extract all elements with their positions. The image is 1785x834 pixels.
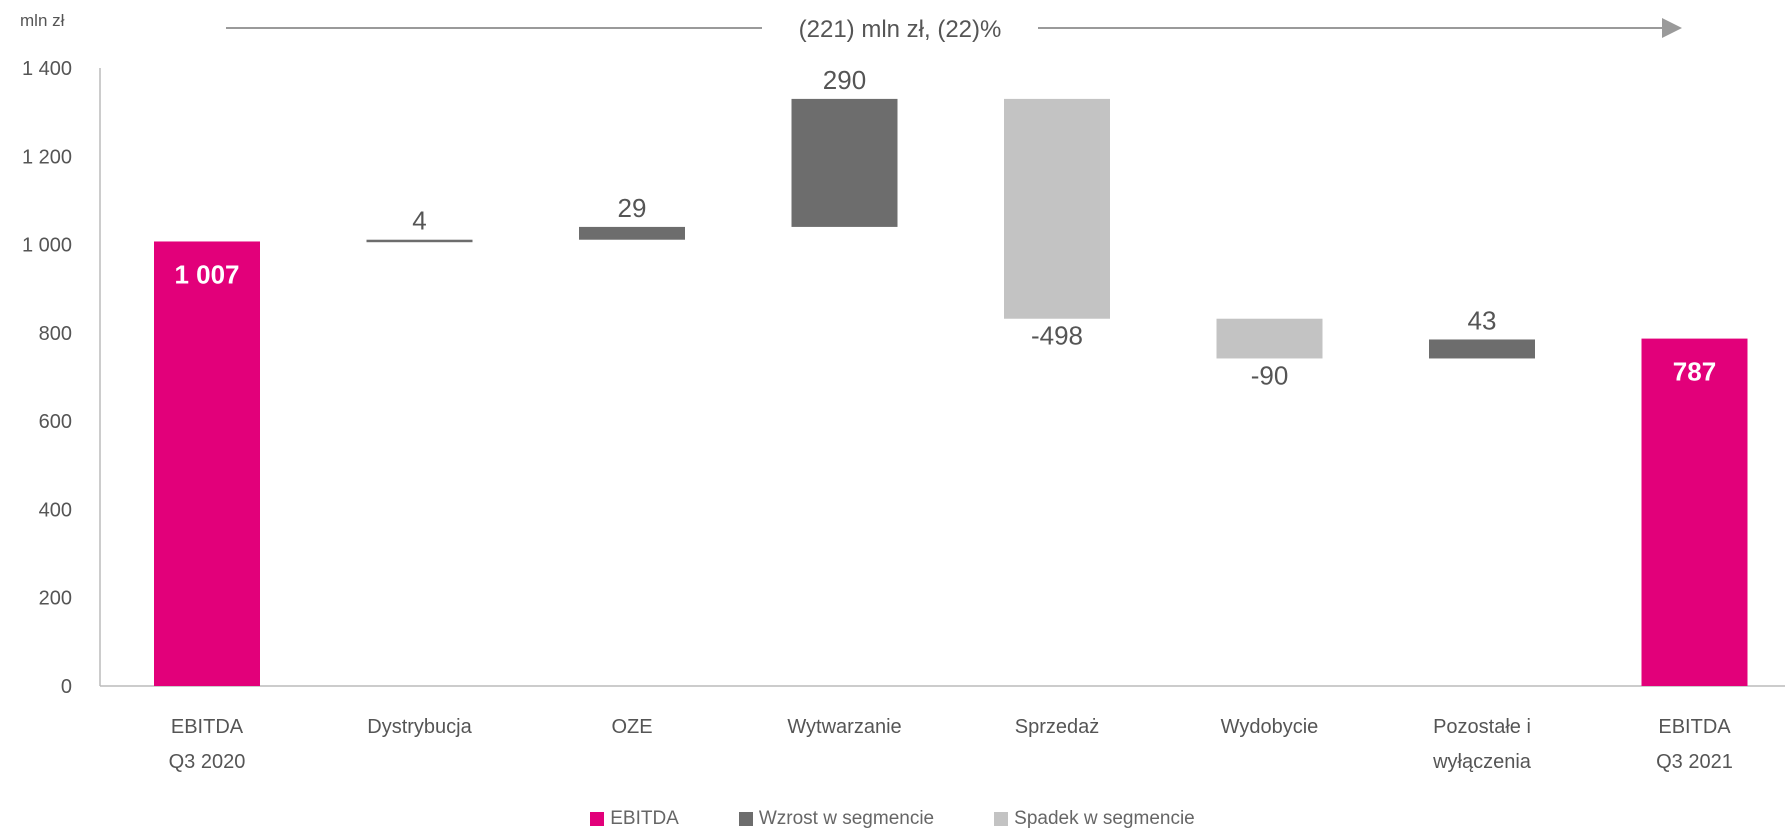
bar-increase [366,239,473,243]
y-tick-label: 600 [39,411,72,433]
category-label: EBITDA [1658,716,1731,738]
y-tick-label: 1 000 [22,235,72,257]
legend-label-decrease: Spadek w segmencie [1014,808,1195,829]
bar-decrease [1004,98,1110,319]
data-label-increase: 4 [412,206,426,236]
legend-swatch-decrease [994,812,1009,826]
category-label: Wydobycie [1221,716,1319,738]
legend-swatch-ebitda [590,812,605,826]
legend-item-decrease: Spadek w segmencie [994,808,1195,830]
category-label: Dystrybucja [367,716,472,738]
bar-increase [579,226,685,240]
bar-total [154,241,260,686]
bar-increase [791,98,898,227]
data-label-total: 1 007 [174,259,239,289]
legend-label-increase: Wzrost w segmencie [758,808,935,829]
legend: EBITDA Wzrost w segmencie Spadek w segme… [0,808,1785,830]
category-label-line2: Q3 2020 [169,751,246,773]
data-label-decrease: -498 [1031,321,1083,351]
y-tick-label: 800 [39,323,72,345]
data-label-increase: 29 [618,193,647,223]
legend-swatch-increase [738,812,753,826]
category-label: Wytwarzanie [787,716,901,738]
y-tick-label: 400 [39,499,72,521]
category-label: Sprzedaż [1015,716,1100,738]
data-label-increase: 43 [1468,305,1497,335]
y-tick-label: 1 200 [22,146,72,168]
data-label-decrease: -90 [1251,360,1289,390]
legend-label-ebitda: EBITDA [610,808,679,829]
category-label: OZE [611,716,652,738]
annotation-text: (221) mln zł, (22)% [799,16,1002,43]
data-label-increase: 290 [823,65,866,95]
legend-item-increase: Wzrost w segmencie [738,808,935,830]
y-unit-label: mln zł [20,11,65,30]
bar-increase [1429,339,1535,359]
y-tick-label: 200 [39,588,72,610]
category-label: Pozostałe i [1433,716,1531,738]
data-label-total: 787 [1673,357,1716,387]
category-label-line2: Q3 2021 [1656,751,1733,773]
bar-total [1641,338,1748,686]
y-tick-label: 1 400 [22,58,72,80]
y-tick-label: 0 [61,676,72,698]
legend-item-ebitda: EBITDA [590,808,679,830]
bar-decrease [1216,318,1323,359]
category-label-line2: wyłączenia [1432,751,1532,773]
category-label: EBITDA [171,716,244,738]
